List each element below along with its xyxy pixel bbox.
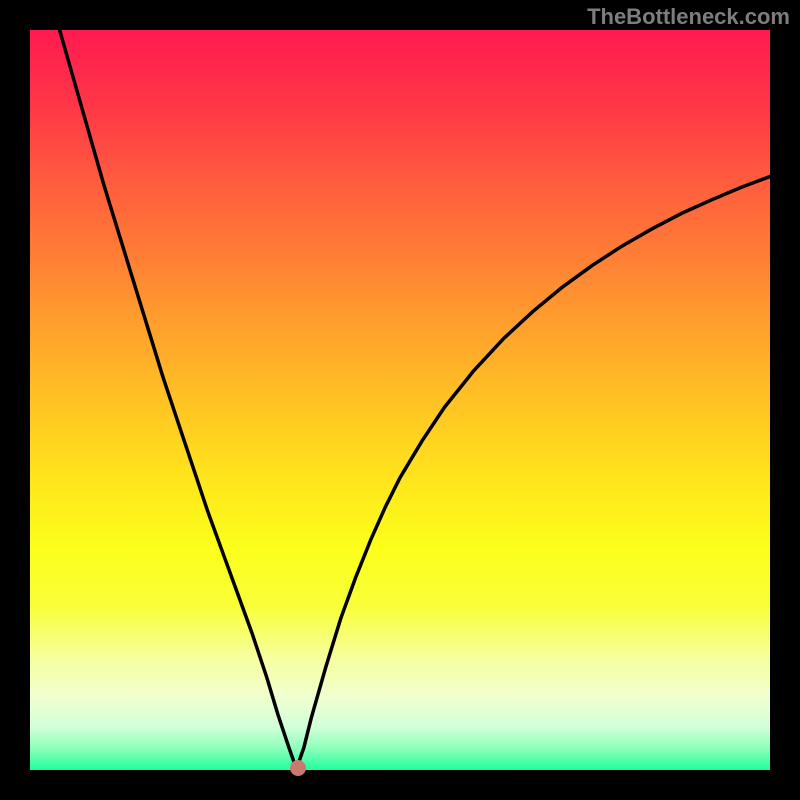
plot-area xyxy=(30,30,770,770)
watermark-text: TheBottleneck.com xyxy=(587,4,790,30)
minimum-marker xyxy=(290,760,306,776)
bottleneck-curve xyxy=(30,30,770,770)
